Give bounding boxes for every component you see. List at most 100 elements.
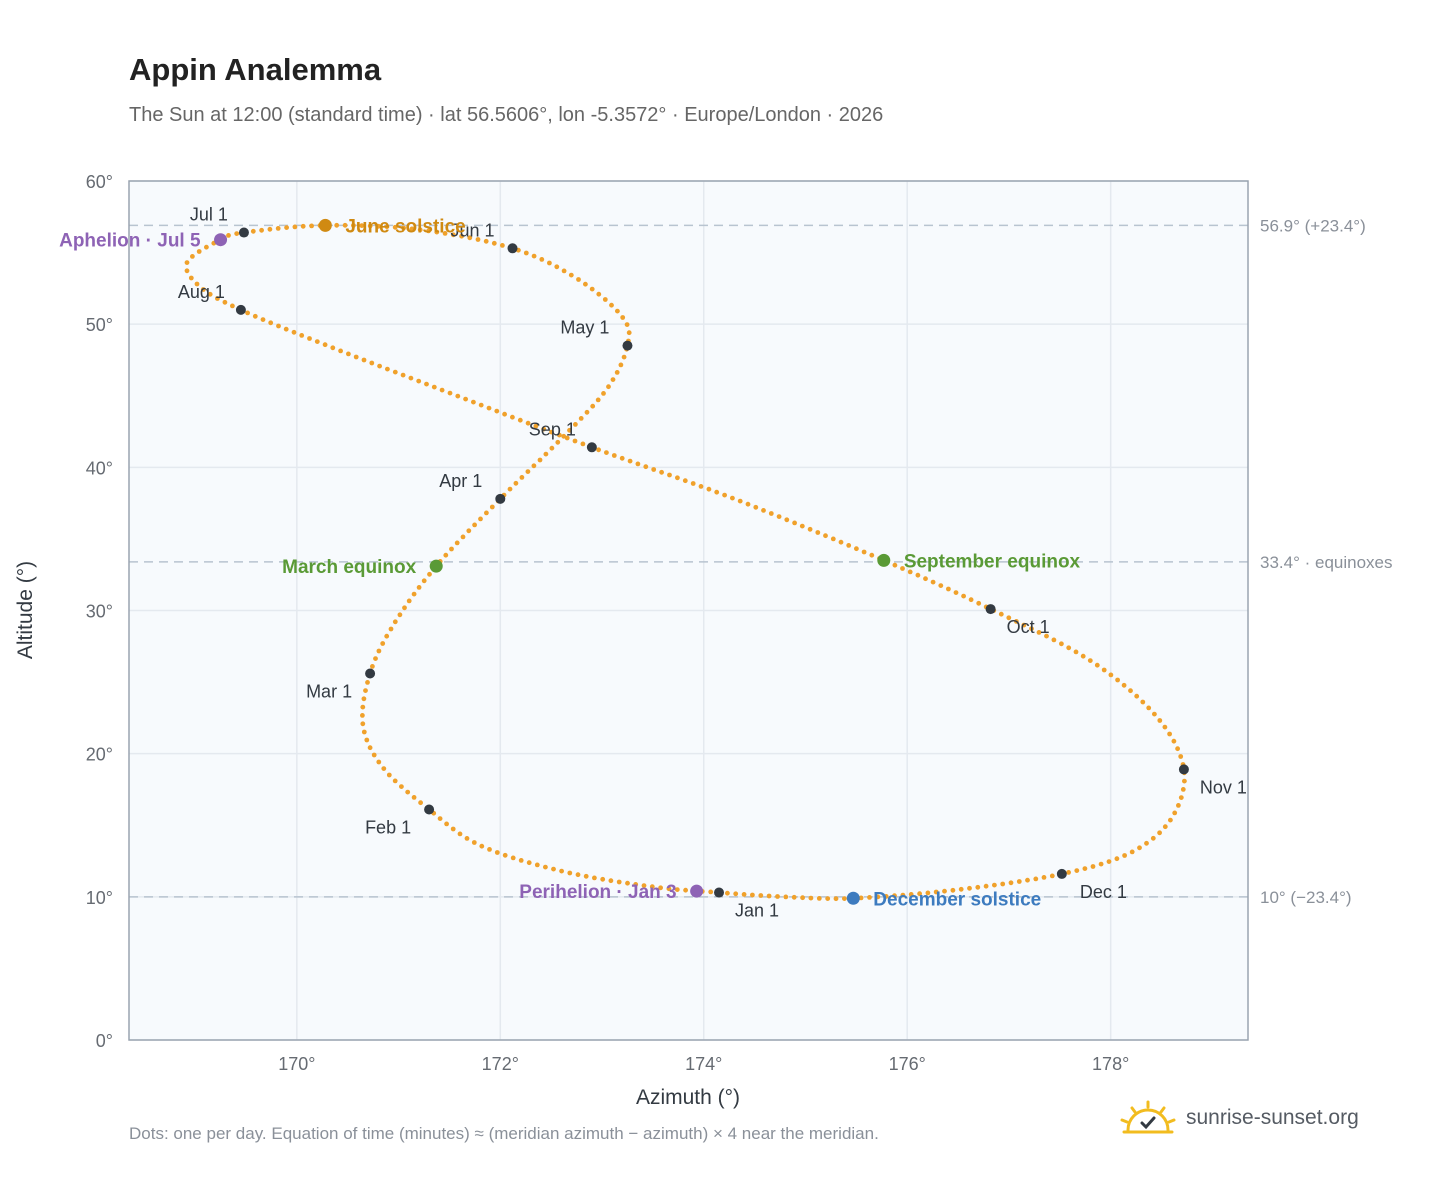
daily-sun-dot [519,475,525,480]
daily-sun-dot [442,231,448,236]
daily-sun-dot [900,566,905,571]
y-tick-label: 30° [86,602,113,622]
daily-sun-dot [616,879,622,885]
daily-sun-dot [1000,881,1006,887]
daily-sun-dot [816,896,822,901]
x-tick-label: 172° [482,1054,519,1074]
daily-sun-dot [539,257,545,262]
month-marker-label: Jul 1 [190,205,228,225]
daily-sun-dot [361,729,367,735]
reference-line-label: 56.9° (+23.4°) [1260,216,1366,235]
daily-sun-dot [533,423,539,429]
event-markers: June solstice December solstice March equi… [59,216,1080,910]
event-marker-label: Perihelion · Jan 3 [519,882,676,903]
daily-sun-dot [252,313,258,319]
daily-sun-dot [1128,688,1133,694]
daily-sun-dot [363,688,368,693]
daily-sun-dot [1041,875,1047,880]
daily-sun-dot [1029,626,1034,632]
daily-sun-dot [578,416,584,421]
daily-sun-dot [392,778,398,784]
daily-sun-dot [346,351,351,357]
daily-sun-dot [573,422,578,427]
daily-sun-dot [915,572,921,578]
daily-sun-dot [1178,754,1184,759]
daily-sun-dot [776,514,782,519]
daily-sun-dot [1087,658,1093,663]
daily-sun-dot [421,578,427,584]
daily-sun-dot [444,821,449,827]
daily-sun-dot [675,475,680,481]
daily-sun-dot [649,884,655,890]
daily-sun-dot [961,593,966,599]
daily-sun-dot [1108,672,1114,678]
daily-sun-dot [376,759,382,765]
daily-sun-dot [472,522,477,528]
daily-sun-dot [861,549,867,555]
brand-text[interactable]: sunrise-sunset.org [1186,1106,1359,1129]
daily-sun-dot [576,277,581,282]
month-marker [495,493,506,504]
daily-sun-dot [367,745,373,751]
daily-sun-dot [554,264,560,270]
month-marker-label: May 1 [560,318,609,338]
daily-sun-dot [968,597,974,603]
daily-sun-dot [708,889,714,895]
daily-sun-dot [450,232,456,238]
daily-sun-dot [534,862,540,868]
reference-lines: 56.9° (+23.4°) 33.4° · equinoxes 10° (−23.… [129,216,1393,907]
analemma-daily-dots [184,222,1187,902]
daily-sun-dot [330,345,336,351]
daily-sun-dot [601,391,606,396]
daily-sun-dot [1121,682,1127,688]
daily-sun-dot [491,240,497,246]
event-marker [846,891,860,905]
daily-sun-dot [531,463,537,469]
daily-sun-dot [510,855,516,861]
daily-sun-dot [733,891,739,897]
daily-sun-dot [1074,868,1080,873]
daily-sun-dot [380,641,386,646]
daily-sun-dot [1073,649,1079,655]
daily-sun-dot [406,598,412,604]
daily-sun-dot [437,816,443,821]
daily-sun-dot [411,591,417,597]
daily-sun-dot [580,441,586,447]
daily-sun-dot [1066,645,1072,651]
daily-sun-dot [917,891,922,897]
daily-sun-dot [604,450,609,455]
month-marker [586,442,597,453]
month-marker-label: Feb 1 [365,818,411,838]
daily-sun-dot [602,297,608,302]
daily-sun-dot [768,511,774,516]
daily-sun-dot [531,253,537,259]
daily-sun-dot [322,342,328,348]
daily-sun-dot [958,886,964,892]
daily-sun-dot [683,887,688,893]
daily-sun-dot [1180,787,1186,792]
month-marker [507,243,518,254]
daily-sun-dot [698,484,704,489]
daily-sun-dot [620,315,626,320]
daily-sun-dot [923,576,928,582]
daily-sun-dot [1059,641,1064,647]
daily-sun-dot [457,831,463,837]
daily-sun-dot [434,229,440,235]
daily-sun-dot [741,892,747,897]
daily-sun-dot [1182,778,1187,784]
daily-sun-dot [1098,861,1104,867]
daily-sun-dot [408,375,414,381]
daily-sun-dot [830,536,836,542]
daily-sun-dot [900,892,906,898]
month-marker [714,887,725,898]
event-marker-label: September equinox [904,551,1081,572]
event-marker [214,233,228,247]
daily-sun-dot [938,583,944,588]
brand[interactable]: sunrise-sunset.org [1120,1100,1359,1136]
daily-sun-dot [567,427,572,433]
daily-sun-dot [567,870,573,876]
daily-sun-dot [409,226,415,232]
daily-sun-dot [460,534,466,540]
daily-sun-dot [775,894,780,899]
daily-sun-dot [946,586,951,592]
